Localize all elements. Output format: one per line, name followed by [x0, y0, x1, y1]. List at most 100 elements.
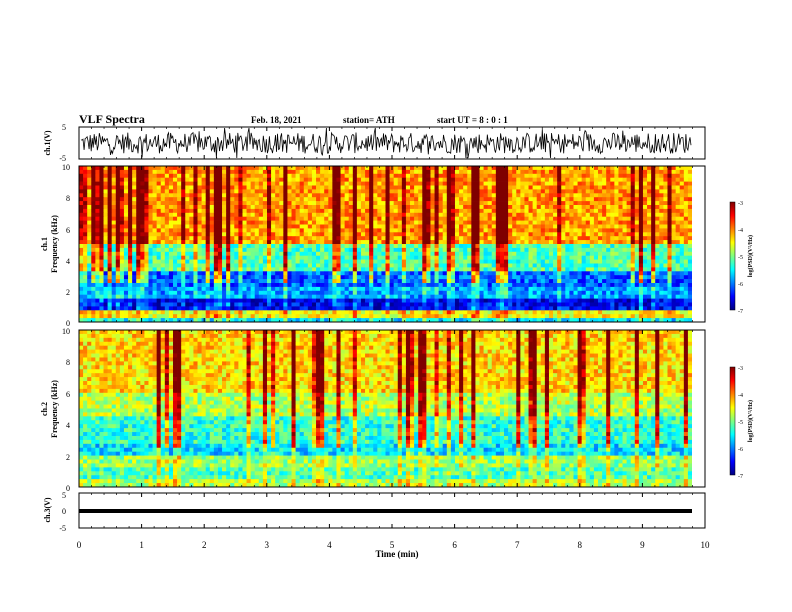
- spectrogram-cell: [348, 244, 354, 249]
- spectrogram-cell: [577, 197, 583, 202]
- spectrogram-cell: [336, 255, 341, 260]
- spectrogram-cell: [115, 247, 121, 253]
- spectrogram-cell: [164, 240, 170, 245]
- spectrogram-cell: [565, 193, 570, 198]
- spectrogram-cell: [132, 240, 137, 245]
- spectrogram-cell: [540, 173, 546, 179]
- spectrogram-cell: [181, 212, 186, 218]
- spectrogram-cell: [181, 255, 186, 260]
- spectrogram-cell: [254, 247, 260, 253]
- spectrogram-cell: [463, 271, 468, 276]
- spectrogram-cell: [103, 201, 108, 206]
- spectrogram-cell: [365, 220, 370, 225]
- spectrogram-cell: [254, 244, 260, 249]
- spectrogram-cell: [585, 263, 591, 268]
- spectrogram-cell: [99, 216, 104, 221]
- spectrogram-cell: [254, 251, 260, 257]
- spectrogram-cell: [201, 279, 207, 284]
- spectrogram-cell: [217, 267, 223, 272]
- spectrogram-cell: [107, 166, 113, 171]
- spectrogram-cell: [344, 271, 350, 276]
- spectrogram-cell: [262, 279, 268, 284]
- spectrogram-cell: [573, 189, 578, 194]
- spectrogram-cell: [602, 224, 607, 229]
- spectrogram-cell: [87, 181, 92, 186]
- spectrogram-cell: [553, 283, 558, 288]
- spectrogram-cell: [524, 275, 529, 280]
- spectrogram-cell: [95, 247, 100, 253]
- spectrogram-cell: [316, 259, 321, 264]
- spectrogram-cell: [593, 244, 599, 249]
- spectrogram-cell: [561, 193, 566, 198]
- spectrogram-cell: [642, 267, 648, 272]
- spectrogram-cell: [336, 286, 341, 292]
- spectrogram-cell: [226, 212, 231, 218]
- spectrogram-cell: [532, 169, 538, 175]
- spectrogram-cell: [540, 283, 546, 288]
- spectrogram-cell: [459, 177, 464, 182]
- spectrogram-cell: [454, 267, 460, 272]
- spectrogram-cell: [434, 166, 439, 171]
- spectrogram-cell: [438, 224, 444, 229]
- spectrogram-cell: [381, 181, 386, 186]
- spectrogram-cell: [234, 185, 239, 190]
- spectrogram-cell: [197, 177, 202, 182]
- spectrogram-cell: [201, 267, 207, 272]
- spectrogram-cell: [524, 279, 529, 284]
- spectrogram-cell: [226, 267, 231, 272]
- spectrogram-cell: [642, 283, 648, 288]
- spectrogram-cell: [340, 169, 345, 175]
- spectrogram-cell: [209, 177, 215, 182]
- spectrogram-cell: [430, 286, 435, 292]
- spectrogram-cell: [434, 220, 439, 225]
- spectrogram-cell: [189, 267, 194, 272]
- spectrogram-cell: [642, 275, 648, 280]
- spectrogram-cell: [634, 173, 640, 179]
- spectrogram-cell: [291, 279, 296, 284]
- spectrogram-cell: [569, 275, 574, 280]
- spectrogram-cell: [540, 279, 546, 284]
- spectrogram-cell: [365, 267, 370, 272]
- spectrogram-cell: [614, 181, 619, 186]
- spectrogram-cell: [246, 263, 251, 268]
- spectrogram-cell: [418, 212, 423, 218]
- spectrogram-cell: [262, 193, 268, 198]
- spectrogram-cell: [520, 267, 525, 272]
- spectrogram-cell: [536, 275, 542, 280]
- spectrogram-cell: [311, 232, 317, 237]
- spectrogram-cell: [299, 177, 305, 182]
- spectrogram-cell: [663, 279, 668, 284]
- spectrogram-cell: [499, 255, 505, 260]
- spectrogram-cell: [320, 255, 325, 260]
- spectrogram-cell: [573, 255, 578, 260]
- spectrogram-cell: [524, 169, 529, 175]
- spectrogram-cell: [205, 286, 211, 292]
- spectrogram-cell: [283, 185, 288, 190]
- spectrogram-cell: [610, 220, 615, 225]
- spectrogram-cell: [577, 283, 583, 288]
- spectrogram-cell: [119, 193, 125, 198]
- spectrogram-cell: [99, 247, 104, 253]
- spectrogram-cell: [565, 279, 570, 284]
- spectrogram-cell: [381, 244, 386, 249]
- spectrogram-cell: [307, 216, 313, 221]
- spectrogram-cell: [410, 189, 415, 194]
- spectrogram-cell: [569, 220, 574, 225]
- spectrogram-cell: [401, 255, 407, 260]
- spectrogram-cell: [647, 279, 652, 284]
- spectrogram-cell: [295, 275, 301, 280]
- spectrogram-cell: [103, 166, 108, 171]
- spectrogram-cell: [491, 205, 497, 210]
- spectrogram-cell: [148, 193, 153, 198]
- spectrogram-cell: [356, 197, 362, 202]
- spectrogram-cell: [651, 236, 656, 241]
- spectrogram-cell: [348, 193, 354, 198]
- spectrogram-cell: [136, 271, 141, 276]
- spectrogram-cell: [569, 286, 574, 292]
- spectrogram-cell: [614, 228, 619, 233]
- spectrogram-cell: [495, 189, 501, 194]
- spectrogram-cell: [258, 271, 264, 276]
- spectrogram-cell: [352, 193, 358, 198]
- spectrogram-cell: [553, 247, 558, 253]
- spectrogram-cell: [679, 247, 685, 253]
